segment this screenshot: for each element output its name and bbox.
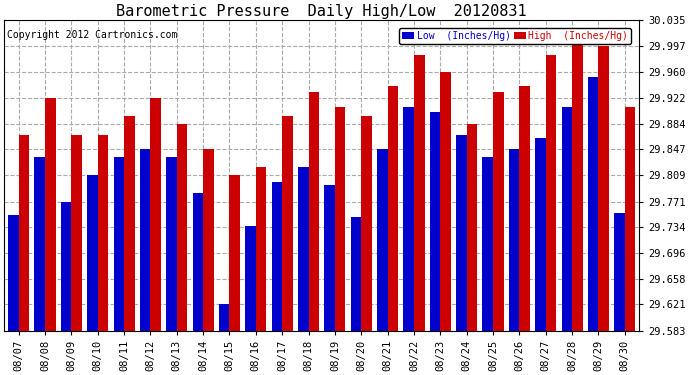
Bar [45, 98, 56, 330]
Bar [256, 166, 266, 330]
Bar [404, 107, 414, 330]
Bar [282, 116, 293, 330]
Bar [87, 176, 98, 330]
Bar [588, 76, 598, 330]
Bar [61, 201, 71, 330]
Text: Copyright 2012 Cartronics.com: Copyright 2012 Cartronics.com [8, 30, 178, 40]
Title: Barometric Pressure  Daily High/Low  20120831: Barometric Pressure Daily High/Low 20120… [117, 4, 527, 19]
Bar [351, 217, 362, 330]
Bar [562, 107, 572, 330]
Bar [598, 46, 609, 330]
Bar [546, 56, 556, 330]
Bar [177, 124, 187, 330]
Bar [219, 304, 230, 330]
Bar [246, 225, 256, 330]
Bar [625, 107, 635, 330]
Bar [8, 214, 19, 330]
Bar [572, 33, 582, 330]
Bar [414, 56, 424, 330]
Bar [466, 124, 477, 330]
Bar [140, 148, 150, 330]
Bar [124, 116, 135, 330]
Bar [324, 185, 335, 330]
Bar [509, 149, 520, 330]
Bar [203, 148, 214, 330]
Bar [430, 112, 440, 330]
Bar [482, 157, 493, 330]
Bar [230, 176, 240, 330]
Bar [166, 157, 177, 330]
Bar [272, 182, 282, 330]
Bar [614, 213, 625, 330]
Bar [362, 116, 372, 330]
Bar [19, 135, 29, 330]
Bar [520, 86, 530, 330]
Bar [98, 135, 108, 330]
Bar [71, 135, 82, 330]
Bar [308, 92, 319, 330]
Bar [535, 138, 546, 330]
Bar [150, 98, 161, 330]
Bar [193, 193, 203, 330]
Bar [440, 72, 451, 330]
Bar [114, 157, 124, 330]
Bar [335, 107, 346, 330]
Bar [377, 148, 388, 330]
Legend: Low  (Inches/Hg), High  (Inches/Hg): Low (Inches/Hg), High (Inches/Hg) [400, 28, 631, 44]
Bar [456, 135, 466, 330]
Bar [298, 166, 308, 330]
Bar [34, 157, 45, 330]
Bar [388, 86, 398, 330]
Bar [493, 92, 504, 330]
